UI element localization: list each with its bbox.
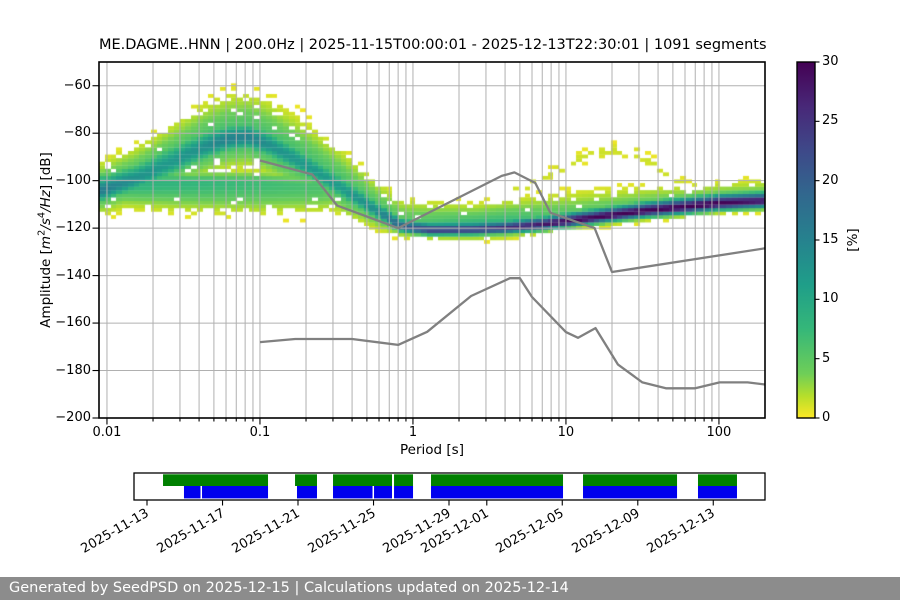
colorbar-tick-label: 5 xyxy=(822,350,831,366)
y-tick-label: −180 xyxy=(55,362,91,378)
colorbar-tick-label: 15 xyxy=(822,232,839,247)
timeline-blue-segment xyxy=(374,486,393,499)
x-tick-label: 0.1 xyxy=(249,425,271,440)
x-tick-label: 0.01 xyxy=(92,425,122,440)
x-tick-label: 10 xyxy=(557,425,575,440)
y-tick-label: −80 xyxy=(63,125,91,141)
colorbar-gradient xyxy=(797,62,815,418)
y-tick-label: −140 xyxy=(55,267,91,283)
x-tick-label: 1 xyxy=(408,425,418,440)
timeline-blue-segment xyxy=(697,486,737,499)
colorbar-tick-label: 25 xyxy=(822,113,839,129)
footer-text: Generated by SeedPSD on 2025-12-15 | Cal… xyxy=(9,580,569,596)
timeline-blue-segment xyxy=(583,486,678,499)
timeline-blue-segment xyxy=(296,486,317,499)
y-tick-label: −100 xyxy=(55,172,91,188)
colorbar-label: [%] xyxy=(845,228,861,252)
plot-title: ME.DAGME..HNN | 200.0Hz | 2025-11-15T00:… xyxy=(99,37,767,53)
timeline-blue-segment xyxy=(431,486,564,499)
timeline-green-segment xyxy=(431,474,564,486)
y-tick-label: −200 xyxy=(55,410,91,425)
x-axis-label: Period [s] xyxy=(400,442,464,458)
timeline-blue-segment xyxy=(202,486,269,499)
timeline-blue-segment xyxy=(333,486,373,499)
y-tick-label: −160 xyxy=(55,315,91,331)
ppsd-histogram-canvas xyxy=(99,62,765,418)
timeline-green-segment xyxy=(295,474,317,486)
x-tick-label: 100 xyxy=(706,425,732,440)
timeline-green-segment xyxy=(163,474,269,486)
y-tick-label: −60 xyxy=(63,77,91,93)
footer-bar: Generated by SeedPSD on 2025-12-15 | Cal… xyxy=(0,577,900,600)
timeline-green-segment xyxy=(333,474,393,486)
colorbar-tick-label: 0 xyxy=(822,410,831,425)
timeline-blue-segment xyxy=(394,486,414,499)
timeline-green-segment xyxy=(697,474,737,486)
colorbar-tick-label: 20 xyxy=(822,172,839,188)
timeline-blue-segment xyxy=(183,486,201,499)
timeline-green-segment xyxy=(394,474,414,486)
timeline-frame xyxy=(133,472,766,501)
colorbar-tick-label: 10 xyxy=(822,291,839,307)
colorbar-tick-label: 30 xyxy=(822,54,839,69)
y-tick-label: −120 xyxy=(55,220,91,236)
timeline-green-segment xyxy=(583,474,678,486)
